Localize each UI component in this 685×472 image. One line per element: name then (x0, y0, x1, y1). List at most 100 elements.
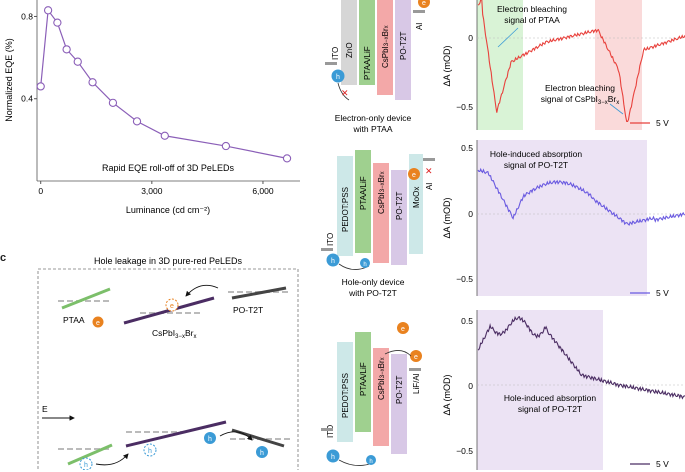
ta1-annotation-arrow-2 (609, 103, 624, 115)
device-pelled: PEDOT:PSS PTAA/LiF CsPbI3−xBrx PO-T2T Li… (321, 322, 422, 466)
blocked-arrow (337, 82, 350, 101)
eqe-xlabel: Luminance (cd cm⁻²) (126, 205, 210, 215)
hole-carrier-1 (79, 457, 93, 470)
label-al: Al (425, 183, 434, 190)
electrode-al (423, 158, 435, 161)
eqe-point (221, 141, 231, 151)
electron-label: e (422, 0, 426, 7)
electrode-ito (321, 428, 333, 431)
label-pot2t: PO-T2T (399, 31, 408, 60)
ta2-annotation-a: Hole-induced absorption (490, 149, 582, 159)
perovskite-band (595, 0, 642, 130)
block-cross: ✕ (341, 88, 349, 98)
electron-carrier (408, 168, 420, 180)
hole-carrier (331, 69, 345, 83)
layer-perovskite (373, 348, 389, 446)
label-zno: ZnO (345, 42, 354, 58)
label-moox: MoOx (412, 187, 421, 208)
ta3-ytick-0: 0.5 (461, 316, 473, 326)
ta3-series-line (477, 315, 685, 400)
eqe-ytick-label: 0.8 (21, 11, 33, 21)
schematic-title: Hole leakage in 3D pure-red PeLEDs (94, 256, 243, 266)
label-pot2t: PO-T2T (395, 375, 404, 404)
ta-chart-pelled: ΔA (mOD) 0.5 0 −0.5 Hole-induced absorpt… (442, 310, 685, 470)
perovskite-label: CsPbI3−xBrx (152, 328, 197, 340)
ta2-legend-label: 5 V (656, 288, 669, 298)
ta3-ytick-1: 0 (468, 381, 473, 391)
eqe-rolloff-chart: Normalized EQE (%) 0.4 0.8 0 3,000 6,000 Ra… (4, 0, 300, 215)
layer-pedot (337, 342, 353, 442)
hole-vacancy (165, 298, 179, 312)
eqe-point (160, 131, 169, 140)
eqe-point (53, 18, 62, 27)
pot2t-band (477, 140, 647, 296)
eqe-xtick-label: 6,000 (252, 186, 274, 196)
pot2t-band (477, 310, 603, 470)
eqe-point (62, 45, 71, 54)
perovskite-level-2 (125, 420, 227, 448)
ta1-annotation-2a: Electron bleaching (545, 83, 615, 93)
eqe-point (132, 117, 142, 126)
label-pot2t: PO-T2T (395, 191, 404, 220)
eqe-xtick-label: 3,000 (141, 186, 163, 196)
hole-arrow-2 (219, 431, 253, 441)
ta1-annotation-2b: signal of CsPbI3−xBrx (541, 94, 620, 106)
layer-ptaa-lif (359, 0, 375, 85)
ta1-legend-label: 5 V (656, 118, 669, 128)
label-ptaa-lif: PTAA/LiF (359, 176, 368, 210)
eqe-ytick-label: 0.4 (21, 94, 33, 104)
eqe-point (108, 98, 118, 107)
ta1-annotation-arrow-1 (497, 27, 519, 48)
electron-arrow (384, 350, 412, 357)
ptaa-level-2 (67, 443, 113, 466)
ta2-ytick-2: −0.5 (456, 274, 473, 284)
layer-ptaa-lif (355, 332, 371, 432)
hole-leakage-schematic: Hole leakage in 3D pure-red PeLEDs PTAA … (37, 256, 299, 470)
label-lif-al: LiF/Al (412, 373, 421, 394)
ta1-annotation-1a: Electron bleaching (497, 4, 567, 14)
label-al: Al (415, 23, 424, 30)
caption1: Hole-only device (342, 277, 405, 287)
eqe-ylabel: Normalized EQE (%) (4, 38, 14, 122)
eqe-point (282, 154, 292, 163)
electrode-ito (321, 248, 333, 251)
ta1-annotation-1b: signal of PTAA (504, 15, 560, 25)
label-perovskite: CsPbI3−xBrx (377, 357, 386, 400)
layer-pot2t (391, 170, 407, 265)
electrode-al (413, 10, 425, 13)
ta3-ylabel: ΔA (mOD) (442, 374, 452, 415)
layer-zno (341, 0, 357, 85)
hole-label: h (331, 258, 335, 265)
ta2-annotation-b: signal of PO-T2T (504, 160, 568, 170)
hole-carrier-4 (256, 446, 268, 458)
schematic-frame (37, 268, 299, 470)
caption2: with PTAA (352, 124, 392, 134)
layer-perovskite (377, 0, 393, 95)
hole-carrier-3 (204, 432, 216, 444)
electron-carrier-1 (397, 322, 409, 334)
hole-vacancy-label: e (170, 303, 174, 310)
panel-label-c: c (0, 252, 7, 264)
eqe-point (43, 6, 53, 15)
label-ptaa-lif: PTAA/LiF (359, 362, 368, 396)
ta3-legend-label: 5 V (656, 459, 669, 469)
electron-label-2: e (414, 354, 418, 361)
electron-carrier (92, 316, 104, 328)
ta1-ytick-0: 0 (468, 33, 473, 43)
hole-carrier-4-label: h (260, 450, 264, 457)
layer-pot2t (395, 0, 411, 100)
electrode-al (409, 368, 421, 371)
label-ptaa-lif: PTAA/LiF (363, 46, 372, 80)
pot2t-label: PO-T2T (233, 305, 263, 315)
eqe-point (36, 82, 45, 91)
caption1: Electron-only device (335, 113, 412, 123)
hole-carrier (326, 449, 340, 463)
eqe-annotation: Rapid EQE roll-off of 3D PeLEDs (102, 163, 234, 173)
eqe-xtick-label: 0 (38, 186, 43, 196)
ta3-annotation-a: Hole-induced absorption (504, 393, 596, 403)
eqe-point (88, 78, 97, 87)
field-label: E (42, 404, 48, 414)
ptaa-band (477, 0, 523, 130)
electron-label: e (412, 172, 416, 179)
label-ito: ITO (331, 47, 340, 60)
